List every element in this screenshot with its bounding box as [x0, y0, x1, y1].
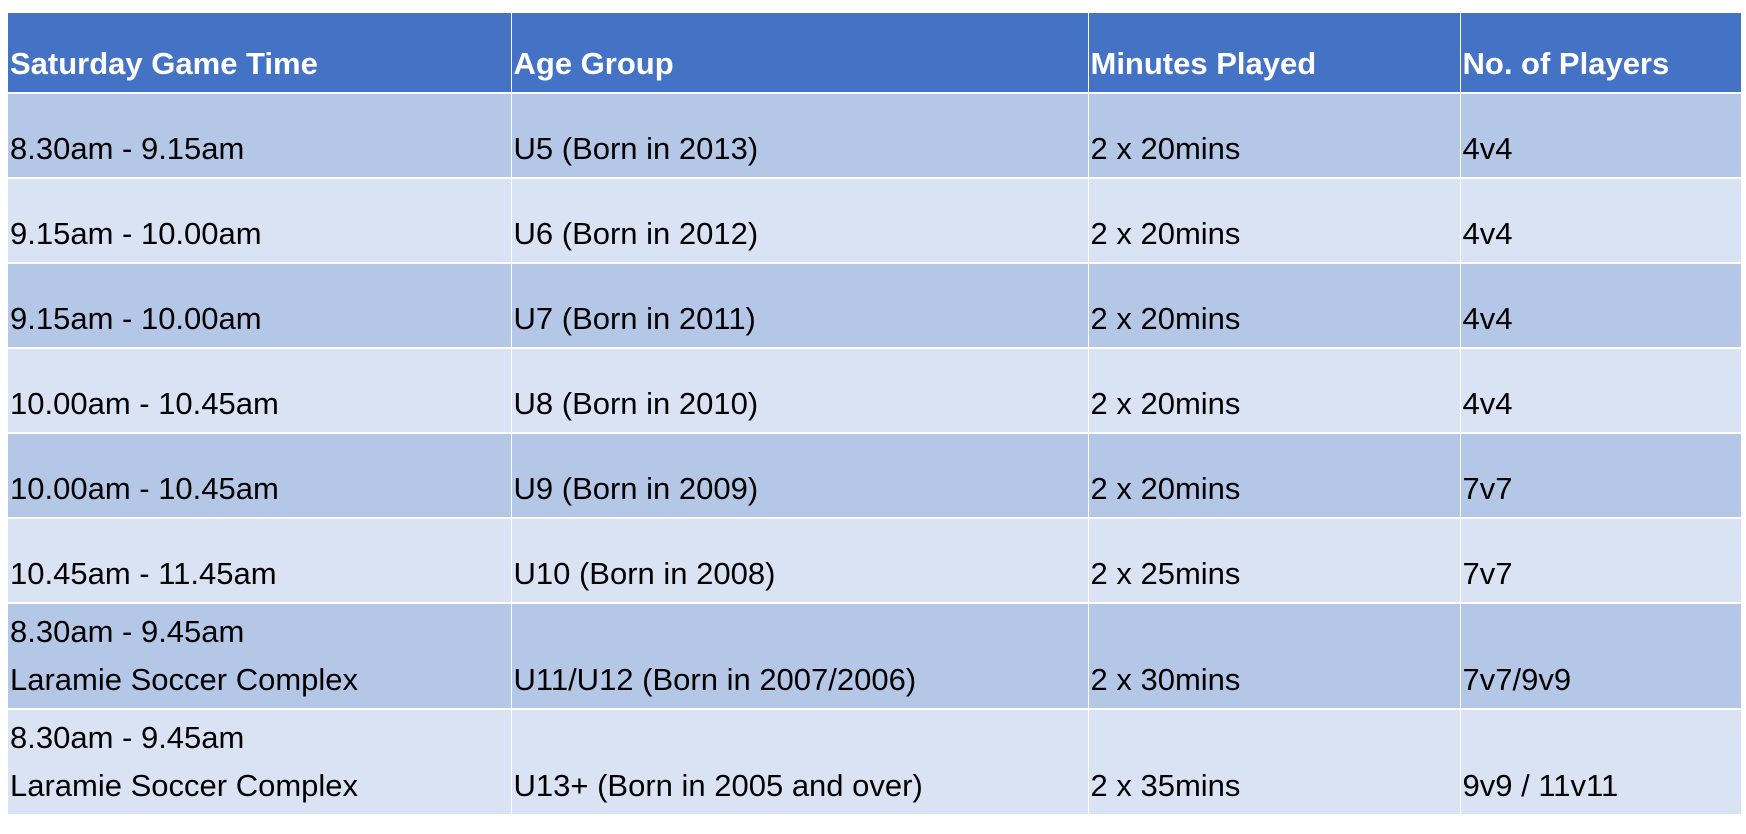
- table-row: 10.00am - 10.45am U9 (Born in 2009) 2 x …: [8, 433, 1741, 519]
- cell-minutes-played: 2 x 25mins: [1088, 518, 1461, 604]
- cell-game-time: 8.30am - 9.15am: [8, 93, 512, 179]
- time-text: 10.00am - 10.45am: [10, 471, 279, 506]
- table-row: 10.00am - 10.45am U8 (Born in 2010) 2 x …: [8, 348, 1741, 434]
- cell-no-of-players: 7v7/9v9: [1460, 603, 1741, 710]
- table-header: Saturday Game Time Age Group Minutes Pla…: [8, 13, 1741, 94]
- cell-game-time: 10.45am - 11.45am: [8, 518, 512, 604]
- header-row: Saturday Game Time Age Group Minutes Pla…: [8, 13, 1741, 94]
- cell-no-of-players: 4v4: [1460, 348, 1741, 434]
- time-text: 8.30am - 9.15am: [10, 131, 245, 166]
- cell-minutes-played: 2 x 20mins: [1088, 263, 1461, 349]
- cell-game-time: 9.15am - 10.00am: [8, 178, 512, 264]
- cell-minutes-played: 2 x 35mins: [1088, 709, 1461, 816]
- game-schedule-table: Saturday Game Time Age Group Minutes Pla…: [8, 13, 1741, 816]
- cell-no-of-players: 4v4: [1460, 178, 1741, 264]
- cell-game-time: 8.30am - 9.45am Laramie Soccer Complex: [8, 709, 512, 816]
- cell-minutes-played: 2 x 20mins: [1088, 93, 1461, 179]
- cell-no-of-players: 4v4: [1460, 93, 1741, 179]
- time-text: 8.30am - 9.45am: [10, 720, 245, 755]
- schedule-table-container: Saturday Game Time Age Group Minutes Pla…: [8, 13, 1741, 816]
- cell-game-time: 9.15am - 10.00am: [8, 263, 512, 349]
- time-text: 10.45am - 11.45am: [10, 556, 277, 591]
- location-text: Laramie Soccer Complex: [10, 768, 359, 803]
- table-row: 10.45am - 11.45am U10 (Born in 2008) 2 x…: [8, 518, 1741, 604]
- cell-minutes-played: 2 x 20mins: [1088, 433, 1461, 519]
- cell-age-group: U5 (Born in 2013): [511, 93, 1089, 179]
- cell-age-group: U8 (Born in 2010): [511, 348, 1089, 434]
- table-row: 9.15am - 10.00am U7 (Born in 2011) 2 x 2…: [8, 263, 1741, 349]
- table-row: 8.30am - 9.45am Laramie Soccer Complex U…: [8, 603, 1741, 710]
- time-text: 9.15am - 10.00am: [10, 216, 262, 251]
- cell-no-of-players: 7v7: [1460, 433, 1741, 519]
- cell-age-group: U13+ (Born in 2005 and over): [511, 709, 1089, 816]
- cell-no-of-players: 9v9 / 11v11: [1460, 709, 1741, 816]
- cell-minutes-played: 2 x 20mins: [1088, 348, 1461, 434]
- cell-game-time: 8.30am - 9.45am Laramie Soccer Complex: [8, 603, 512, 710]
- cell-age-group: U6 (Born in 2012): [511, 178, 1089, 264]
- table-body: 8.30am - 9.15am U5 (Born in 2013) 2 x 20…: [8, 93, 1741, 816]
- header-game-time: Saturday Game Time: [8, 13, 512, 94]
- time-text: 8.30am - 9.45am: [10, 614, 245, 649]
- location-text: Laramie Soccer Complex: [10, 662, 359, 697]
- time-text: 10.00am - 10.45am: [10, 386, 279, 421]
- table-row: 9.15am - 10.00am U6 (Born in 2012) 2 x 2…: [8, 178, 1741, 264]
- header-age-group: Age Group: [511, 13, 1089, 94]
- cell-minutes-played: 2 x 30mins: [1088, 603, 1461, 710]
- cell-no-of-players: 7v7: [1460, 518, 1741, 604]
- time-text: 9.15am - 10.00am: [10, 301, 262, 336]
- cell-age-group: U7 (Born in 2011): [511, 263, 1089, 349]
- header-minutes-played: Minutes Played: [1088, 13, 1461, 94]
- cell-age-group: U9 (Born in 2009): [511, 433, 1089, 519]
- table-row: 8.30am - 9.15am U5 (Born in 2013) 2 x 20…: [8, 93, 1741, 179]
- cell-game-time: 10.00am - 10.45am: [8, 433, 512, 519]
- cell-age-group: U10 (Born in 2008): [511, 518, 1089, 604]
- table-row: 8.30am - 9.45am Laramie Soccer Complex U…: [8, 709, 1741, 816]
- header-no-of-players: No. of Players: [1460, 13, 1741, 94]
- cell-no-of-players: 4v4: [1460, 263, 1741, 349]
- cell-age-group: U11/U12 (Born in 2007/2006): [511, 603, 1089, 710]
- cell-minutes-played: 2 x 20mins: [1088, 178, 1461, 264]
- cell-game-time: 10.00am - 10.45am: [8, 348, 512, 434]
